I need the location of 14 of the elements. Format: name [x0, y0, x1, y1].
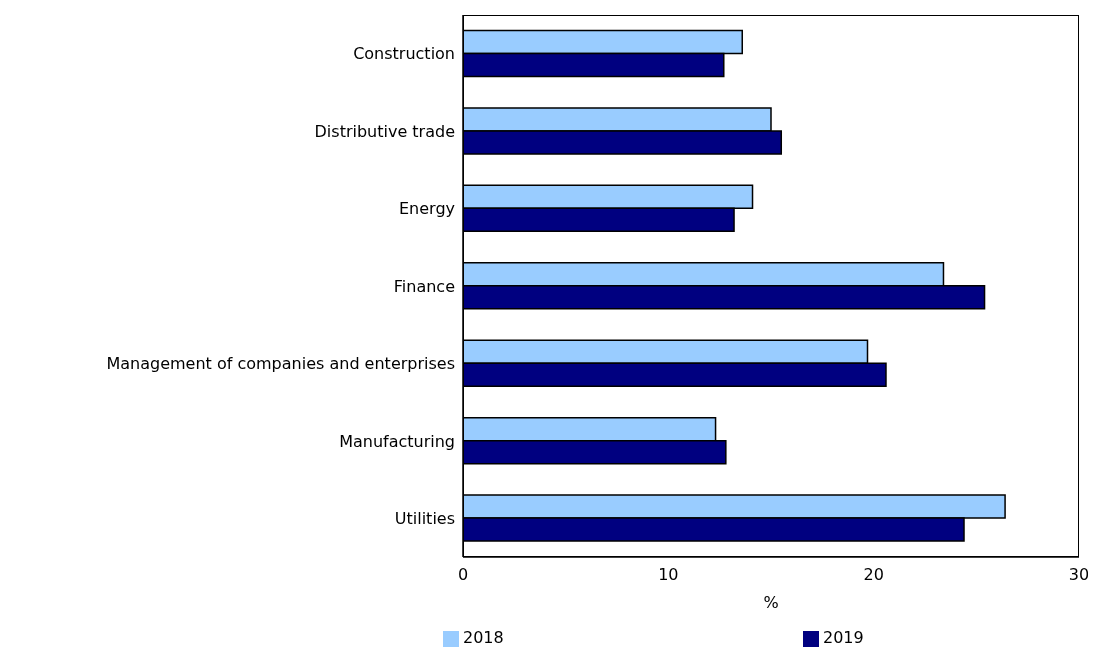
legend-label: 2018: [463, 628, 505, 647]
x-tick-label: 0: [457, 565, 469, 585]
x-axis-title: %: [763, 593, 779, 612]
y-tick-label: Energy: [398, 199, 455, 219]
x-tick-label: 10: [658, 565, 679, 585]
y-tick-label: Construction: [353, 44, 455, 64]
x-tick-label: 30: [1068, 565, 1090, 585]
y-tick-label: Distributive trade: [314, 121, 455, 141]
x-tick-label: 20: [863, 565, 884, 585]
y-tick-label: Manufacturing: [339, 431, 455, 451]
y-tick-label: Management of companies and enterprises: [106, 354, 455, 374]
legend-label: 2019: [823, 628, 865, 647]
y-tick-label: Utilities: [394, 508, 455, 528]
y-tick-label: Finance: [393, 276, 455, 296]
